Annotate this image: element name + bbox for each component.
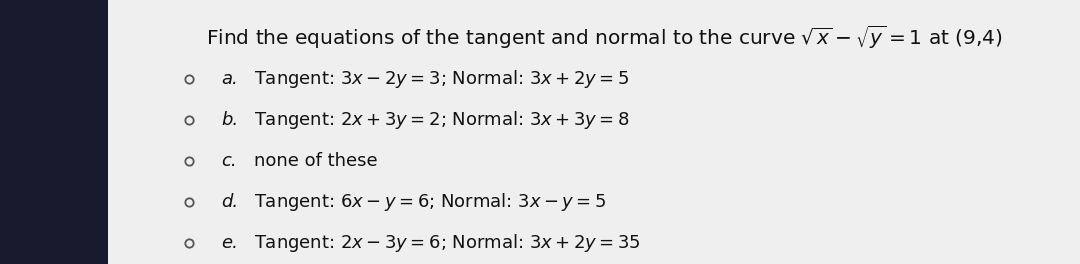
Text: e.: e.	[221, 234, 239, 252]
Text: d.: d.	[221, 193, 239, 211]
Text: Tangent: $2x - 3y = 6$; Normal: $3x + 2y = 35$: Tangent: $2x - 3y = 6$; Normal: $3x + 2y…	[254, 232, 640, 254]
Text: Tangent: $2x + 3y = 2$; Normal: $3x + 3y = 8$: Tangent: $2x + 3y = 2$; Normal: $3x + 3y…	[254, 109, 630, 131]
Text: b.: b.	[221, 111, 239, 129]
Text: none of these: none of these	[254, 152, 377, 170]
Text: a.: a.	[221, 70, 239, 88]
Text: Tangent: $3x - 2y = 3$; Normal: $3x + 2y = 5$: Tangent: $3x - 2y = 3$; Normal: $3x + 2y…	[254, 68, 630, 90]
Text: Tangent: $6x - y = 6$; Normal: $3x - y = 5$: Tangent: $6x - y = 6$; Normal: $3x - y =…	[254, 191, 606, 213]
FancyBboxPatch shape	[108, 0, 1080, 264]
Text: Find the equations of the tangent and normal to the curve $\sqrt{x} - \sqrt{y} =: Find the equations of the tangent and no…	[206, 24, 1003, 51]
FancyBboxPatch shape	[0, 0, 108, 264]
Text: c.: c.	[221, 152, 237, 170]
